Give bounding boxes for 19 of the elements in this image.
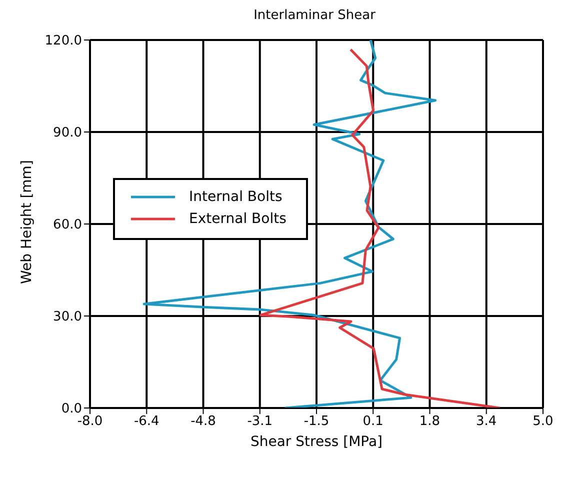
legend-label: External Bolts: [189, 211, 286, 227]
x-tick-label: 3.4: [476, 414, 497, 430]
chart-title: Interlaminar Shear: [252, 8, 376, 25]
y-tick-label: 60.0: [53, 218, 82, 233]
legend-label: Internal Bolts: [189, 189, 282, 205]
x-tick-label: 5.0: [532, 414, 554, 430]
y-axis-title: Web Height [mm]: [18, 160, 35, 284]
y-tick-label: 120.0: [44, 34, 82, 49]
x-tick-label: 1.8: [419, 414, 440, 430]
x-tick-label: -1.5: [304, 414, 330, 430]
x-tick-label: -8.0: [77, 414, 103, 430]
y-tick-label: 0.0: [61, 402, 82, 417]
x-tick-label: -3.1: [247, 414, 273, 430]
x-tick-label: 0.1: [362, 414, 384, 430]
x-tick-label: -6.4: [134, 414, 160, 430]
y-tick-label: 90.0: [53, 126, 82, 141]
x-tick-label: -4.8: [190, 414, 216, 430]
y-tick-label: 30.0: [53, 310, 82, 325]
x-axis-title: Shear Stress [MPa]: [250, 434, 383, 450]
